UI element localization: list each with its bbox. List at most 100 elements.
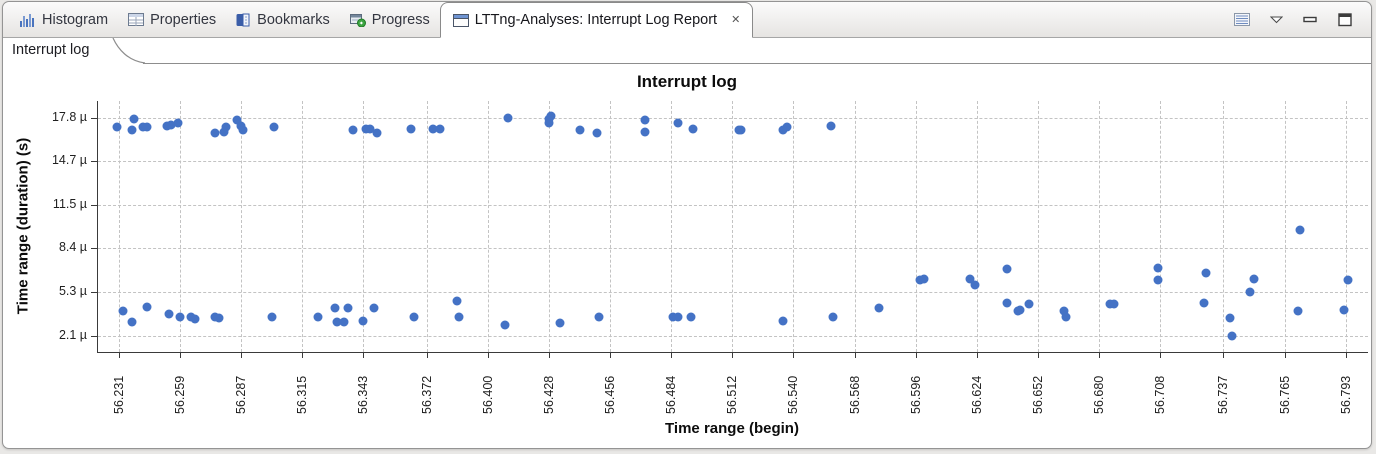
data-point bbox=[406, 124, 416, 134]
data-point bbox=[970, 280, 980, 290]
view-tab-properties[interactable]: Properties bbox=[118, 2, 226, 37]
data-point bbox=[1249, 274, 1259, 284]
data-point bbox=[673, 118, 683, 128]
view-tab-label: Properties bbox=[150, 11, 217, 28]
y-tick-mark bbox=[91, 291, 97, 293]
gridline-h bbox=[98, 117, 1368, 119]
gridline-v bbox=[1345, 101, 1347, 352]
data-point bbox=[452, 296, 462, 306]
x-tick-mark bbox=[671, 352, 673, 358]
x-tick-label: 56.708 bbox=[1153, 375, 1168, 414]
maximize-icon[interactable] bbox=[1338, 12, 1353, 27]
gridline-v bbox=[1284, 101, 1286, 352]
data-point bbox=[343, 303, 353, 313]
view-tab-label: Histogram bbox=[42, 11, 109, 28]
data-point bbox=[164, 309, 174, 319]
x-tick-label: 56.315 bbox=[295, 375, 310, 414]
x-tick-mark bbox=[1284, 352, 1286, 358]
view-toolbar bbox=[1234, 2, 1371, 37]
progress-icon bbox=[349, 13, 366, 27]
data-point bbox=[313, 312, 323, 322]
data-point bbox=[919, 274, 929, 284]
x-axis-label: Time range (begin) bbox=[665, 420, 799, 437]
subtab-divider bbox=[143, 63, 1371, 64]
view-tab-bar: Histogram Properties Bookmarks Progress LTTn… bbox=[3, 2, 1371, 38]
close-icon[interactable]: ✕ bbox=[731, 13, 741, 26]
gridline-h bbox=[98, 291, 1368, 293]
data-point bbox=[673, 312, 683, 322]
report-icon bbox=[452, 13, 469, 27]
data-point bbox=[1293, 306, 1303, 316]
subtab-curve-border bbox=[112, 38, 146, 64]
data-point bbox=[575, 125, 585, 135]
data-point bbox=[348, 125, 358, 135]
view-tab-progress[interactable]: Progress bbox=[340, 2, 440, 37]
data-point bbox=[640, 115, 650, 125]
data-point bbox=[1225, 313, 1235, 323]
x-tick-mark bbox=[976, 352, 978, 358]
x-tick-label: 56.287 bbox=[234, 375, 249, 414]
x-tick-mark bbox=[302, 352, 304, 358]
x-tick-mark bbox=[915, 352, 917, 358]
view-list-icon[interactable] bbox=[1234, 13, 1250, 26]
data-point bbox=[435, 124, 445, 134]
data-point bbox=[210, 128, 220, 138]
x-tick-mark bbox=[1223, 352, 1225, 358]
data-point bbox=[592, 128, 602, 138]
minimize-icon[interactable] bbox=[1303, 16, 1318, 24]
x-tick-mark bbox=[793, 352, 795, 358]
x-tick-mark bbox=[610, 352, 612, 358]
gridline-v bbox=[671, 101, 673, 352]
view-tabs: Histogram Properties Bookmarks Progress LTTn… bbox=[9, 2, 754, 38]
data-point bbox=[267, 312, 277, 322]
x-tick-mark bbox=[854, 352, 856, 358]
x-tick-mark bbox=[548, 352, 550, 358]
gridline-v bbox=[1160, 101, 1162, 352]
y-tick-mark bbox=[91, 117, 97, 119]
x-tick-label: 56.540 bbox=[786, 375, 801, 414]
plot-area[interactable]: 56.231 56.259 56.287 56.315 56.343 56.372 56.4… bbox=[52, 101, 1368, 414]
view-tab-lttng-analyses-interrupt-log-report[interactable]: LTTng-Analyses: Interrupt Log Report ✕ bbox=[439, 2, 754, 38]
gridline-v bbox=[732, 101, 734, 352]
data-point bbox=[546, 111, 556, 121]
data-point bbox=[118, 306, 128, 316]
data-point bbox=[214, 313, 224, 323]
view-menu-icon[interactable] bbox=[1270, 16, 1283, 24]
data-point bbox=[736, 125, 746, 135]
data-point bbox=[330, 303, 340, 313]
x-tick-label: 56.400 bbox=[480, 375, 495, 414]
x-tick-label: 56.231 bbox=[111, 375, 126, 414]
data-point bbox=[339, 317, 349, 327]
gridline-v bbox=[487, 101, 489, 352]
data-point bbox=[173, 118, 183, 128]
subtab-label: Interrupt log bbox=[12, 42, 90, 58]
x-tick-mark bbox=[1099, 352, 1101, 358]
view-tab-bookmarks[interactable]: Bookmarks bbox=[226, 2, 340, 37]
gridline-v bbox=[793, 101, 795, 352]
view-tab-label: Bookmarks bbox=[257, 11, 330, 28]
data-point bbox=[1199, 298, 1209, 308]
data-point bbox=[778, 316, 788, 326]
data-point bbox=[1059, 306, 1069, 316]
x-tick-mark bbox=[1037, 352, 1039, 358]
x-tick-label: 56.765 bbox=[1277, 375, 1292, 414]
data-point bbox=[1201, 268, 1211, 278]
data-point bbox=[1339, 305, 1349, 315]
view-tab-label: Progress bbox=[371, 11, 430, 28]
gridline-v bbox=[548, 101, 550, 352]
data-point bbox=[1015, 305, 1025, 315]
gridline-v bbox=[854, 101, 856, 352]
data-point bbox=[112, 122, 122, 132]
x-tick-mark bbox=[732, 352, 734, 358]
x-tick-mark bbox=[180, 352, 182, 358]
data-point bbox=[1295, 225, 1305, 235]
x-tick-label: 56.652 bbox=[1030, 375, 1045, 414]
data-point bbox=[365, 124, 375, 134]
x-tick-label: 56.680 bbox=[1092, 375, 1107, 414]
x-tick-label: 56.512 bbox=[725, 375, 740, 414]
view-tab-histogram[interactable]: Histogram bbox=[9, 2, 118, 37]
x-tick-mark bbox=[1345, 352, 1347, 358]
data-point bbox=[428, 124, 438, 134]
gridline-v bbox=[426, 101, 428, 352]
bookmarks-icon bbox=[236, 13, 251, 27]
